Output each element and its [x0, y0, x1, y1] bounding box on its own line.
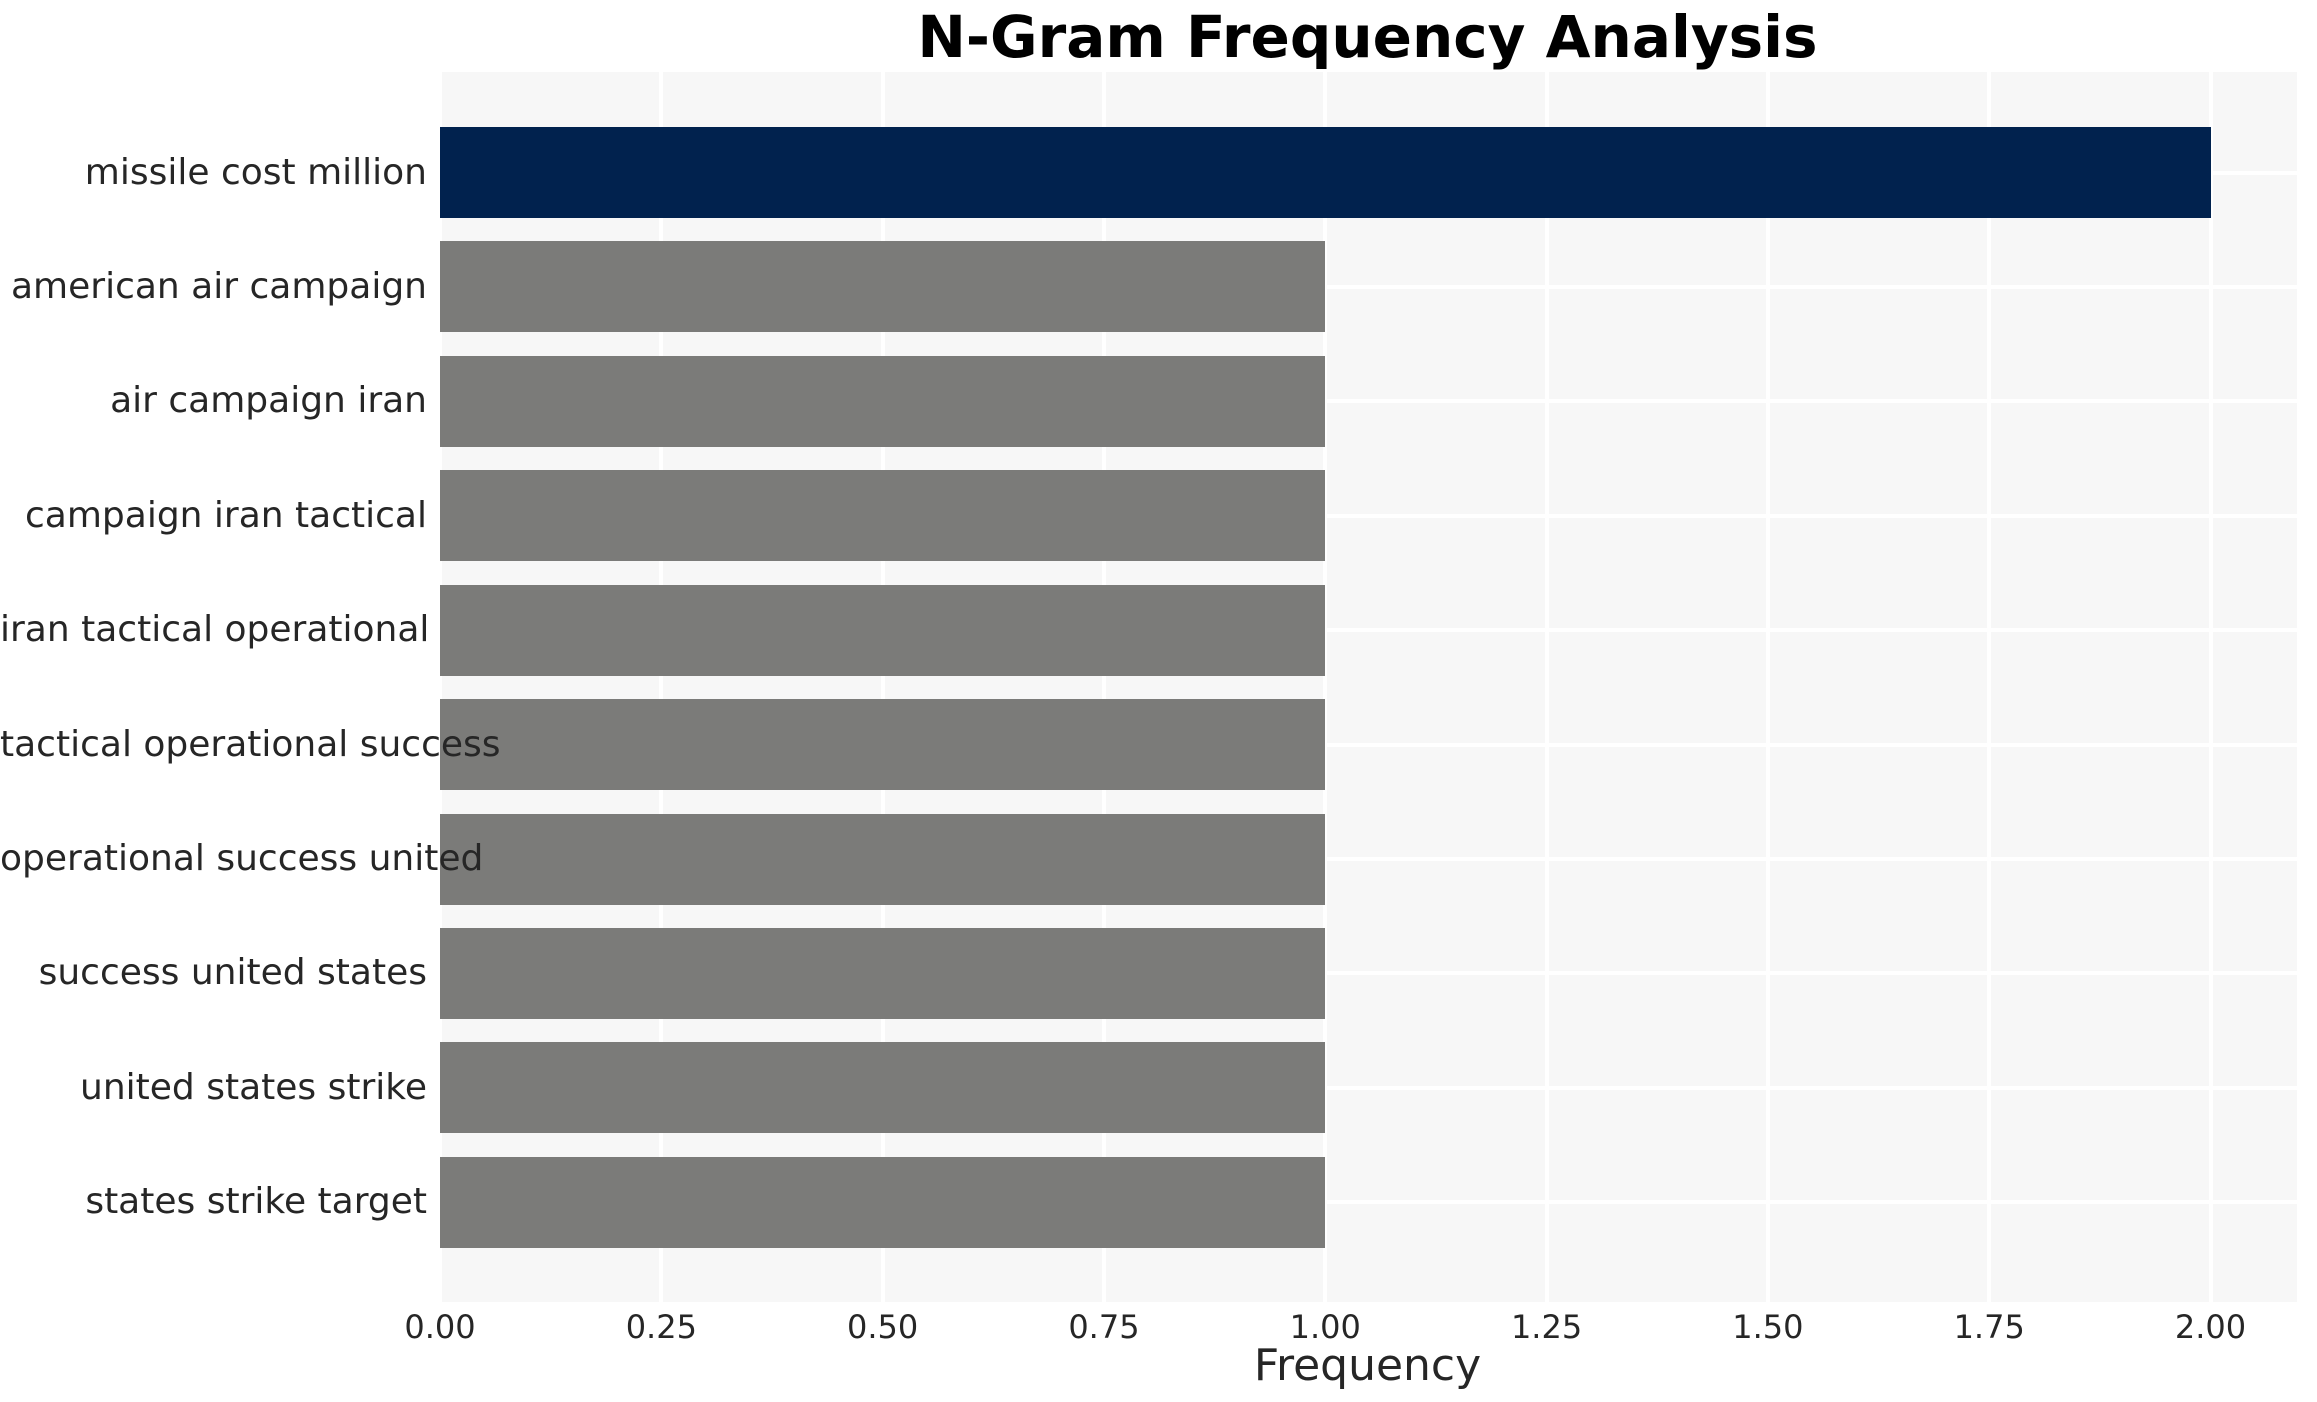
h-gridline	[438, 971, 2297, 976]
h-gridline	[438, 857, 2297, 862]
h-gridline	[438, 742, 2297, 747]
y-tick-label: campaign iran tactical	[24, 494, 427, 536]
v-gridline	[2208, 72, 2213, 1302]
x-tick-label: 1.00	[1289, 1308, 1361, 1346]
y-tick-label: success united states	[38, 952, 427, 994]
bar	[440, 127, 2211, 218]
y-tick-label: american air campaign	[10, 265, 427, 307]
x-tick-label: 0.50	[847, 1308, 919, 1346]
x-tick-label: 0.25	[625, 1308, 697, 1346]
x-tick-label: 1.75	[1953, 1308, 2025, 1346]
y-tick-label: iran tactical operational	[0, 609, 430, 651]
bar	[440, 470, 1326, 562]
x-tick-label: 1.50	[1732, 1308, 1804, 1346]
h-gridline	[438, 284, 2297, 289]
x-axis-label: Frequency	[1253, 1340, 1482, 1391]
bar	[440, 1042, 1326, 1134]
v-gridline	[1544, 72, 1549, 1302]
plot-area	[438, 72, 2297, 1302]
bar	[440, 241, 1326, 333]
y-tick-label: operational success united	[0, 838, 484, 880]
y-tick-label: states strike target	[85, 1181, 427, 1223]
y-tick-label: air campaign iran	[110, 380, 427, 422]
x-tick-label: 0.00	[404, 1308, 476, 1346]
y-tick-label: tactical operational success	[0, 723, 501, 765]
h-gridline	[438, 628, 2297, 633]
v-gridline	[1101, 72, 1106, 1302]
x-tick-label: 2.00	[2174, 1308, 2247, 1346]
y-tick-label: united states strike	[80, 1066, 427, 1108]
h-gridline	[438, 1200, 2297, 1205]
bar	[440, 355, 1326, 447]
h-gridline	[438, 1085, 2297, 1090]
v-gridline	[1765, 72, 1770, 1302]
v-gridline	[438, 72, 442, 1302]
bar	[440, 584, 1326, 676]
bar	[440, 927, 1326, 1019]
bar	[440, 813, 1326, 905]
chart-title: N-Gram Frequency Analysis	[917, 3, 1818, 71]
h-gridline	[438, 513, 2297, 518]
v-gridline	[659, 72, 664, 1302]
v-gridline	[880, 72, 885, 1302]
h-gridline	[438, 399, 2297, 404]
x-tick-label: 0.75	[1068, 1308, 1140, 1346]
x-tick-label: 1.25	[1510, 1308, 1583, 1346]
y-tick-label: missile cost million	[84, 151, 427, 193]
v-gridline	[1323, 72, 1328, 1302]
v-gridline	[1987, 72, 1992, 1302]
bar	[440, 699, 1326, 791]
bar	[440, 1156, 1326, 1248]
